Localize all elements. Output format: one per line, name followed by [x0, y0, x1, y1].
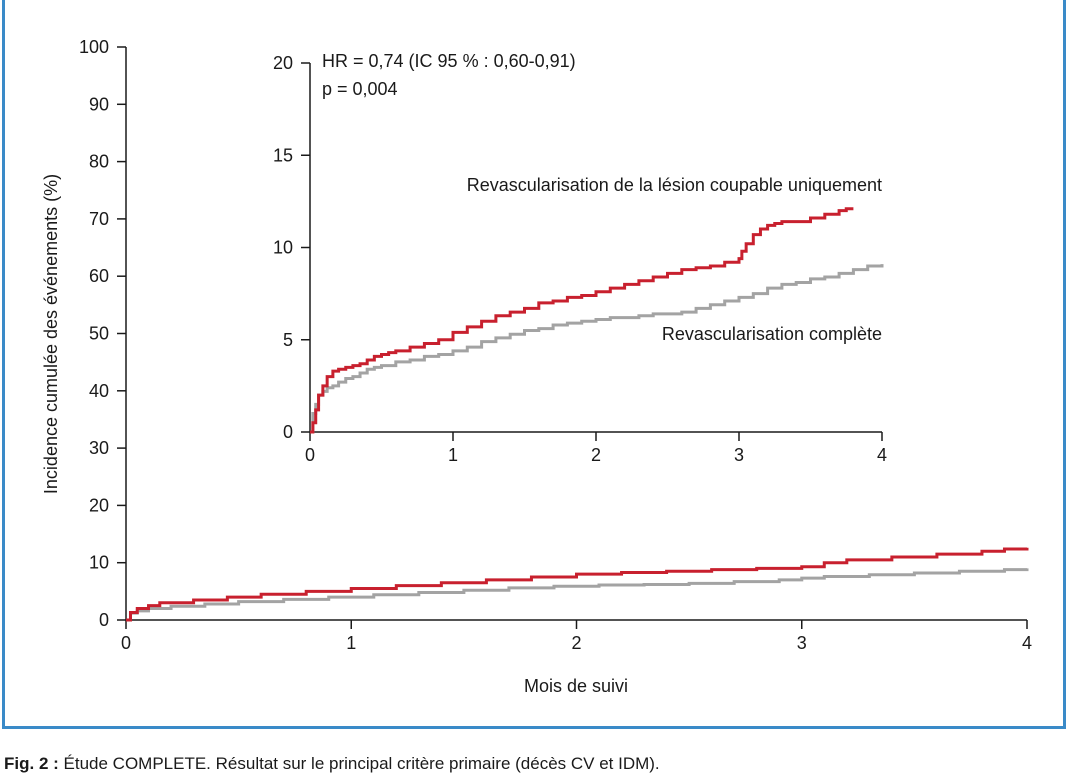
figure-caption: Fig. 2 : Étude COMPLETE. Résultat sur le…: [4, 754, 660, 774]
hazard-ratio-annotation: HR = 0,74 (IC 95 % : 0,60-0,91): [322, 51, 576, 71]
series-line-culprit: [310, 207, 854, 434]
i-y-tick-label: 20: [273, 53, 293, 73]
m-y-tick-label: 40: [89, 381, 109, 401]
m-y-tick-label: 0: [99, 610, 109, 630]
main-y-axis-label: Incidence cumulée des événements (%): [41, 174, 61, 494]
m-y-tick-label: 70: [89, 209, 109, 229]
inset-y-ticks: 0 5 10 15 20: [273, 53, 310, 442]
m-y-tick-label: 90: [89, 94, 109, 114]
series-line-culprit: [126, 547, 1029, 622]
inset-series: [310, 207, 884, 434]
m-x-tick-label: 0: [121, 633, 131, 653]
m-y-tick-label: 50: [89, 324, 109, 344]
m-y-tick-label: 10: [89, 553, 109, 573]
i-x-tick-label: 3: [734, 445, 744, 465]
series-label-culprit: Revascularisation de la lésion coupable …: [467, 175, 882, 195]
i-x-tick-label: 2: [591, 445, 601, 465]
m-y-tick-label: 100: [79, 37, 109, 57]
main-x-axis-label: Mois de suivi: [524, 676, 628, 696]
m-x-tick-label: 1: [346, 633, 356, 653]
series-line-complete: [310, 264, 884, 434]
main-series: [126, 547, 1029, 622]
figure-caption-label: Fig. 2 :: [4, 754, 59, 773]
i-x-tick-label: 4: [877, 445, 887, 465]
m-x-tick-label: 4: [1022, 633, 1032, 653]
i-y-tick-label: 15: [273, 145, 293, 165]
i-y-tick-label: 5: [283, 330, 293, 350]
i-x-tick-label: 0: [305, 445, 315, 465]
series-line-complete: [126, 568, 1029, 622]
series-label-complete: Revascularisation complète: [662, 324, 882, 344]
i-y-tick-label: 0: [283, 422, 293, 442]
m-x-tick-label: 2: [571, 633, 581, 653]
m-x-tick-label: 3: [797, 633, 807, 653]
m-y-tick-label: 60: [89, 266, 109, 286]
main-x-ticks: 0 1 2 3 4: [121, 620, 1032, 653]
m-y-tick-label: 20: [89, 495, 109, 515]
inset-x-ticks: 0 1 2 3 4: [305, 432, 887, 465]
figure-caption-text: Étude COMPLETE. Résultat sur le principa…: [63, 754, 660, 773]
i-x-tick-label: 1: [448, 445, 458, 465]
inset-plot: 0 5 10 15 20 0 1 2 3 4 HR = 0,74 (IC 95 % : 0,60…: [273, 51, 887, 465]
main-y-ticks: 0 10 20 30 40 50 60 70 80 90 100: [79, 37, 126, 630]
p-value-annotation: p = 0,004: [322, 79, 398, 99]
m-y-tick-label: 80: [89, 152, 109, 172]
i-y-tick-label: 10: [273, 238, 293, 258]
m-y-tick-label: 30: [89, 438, 109, 458]
